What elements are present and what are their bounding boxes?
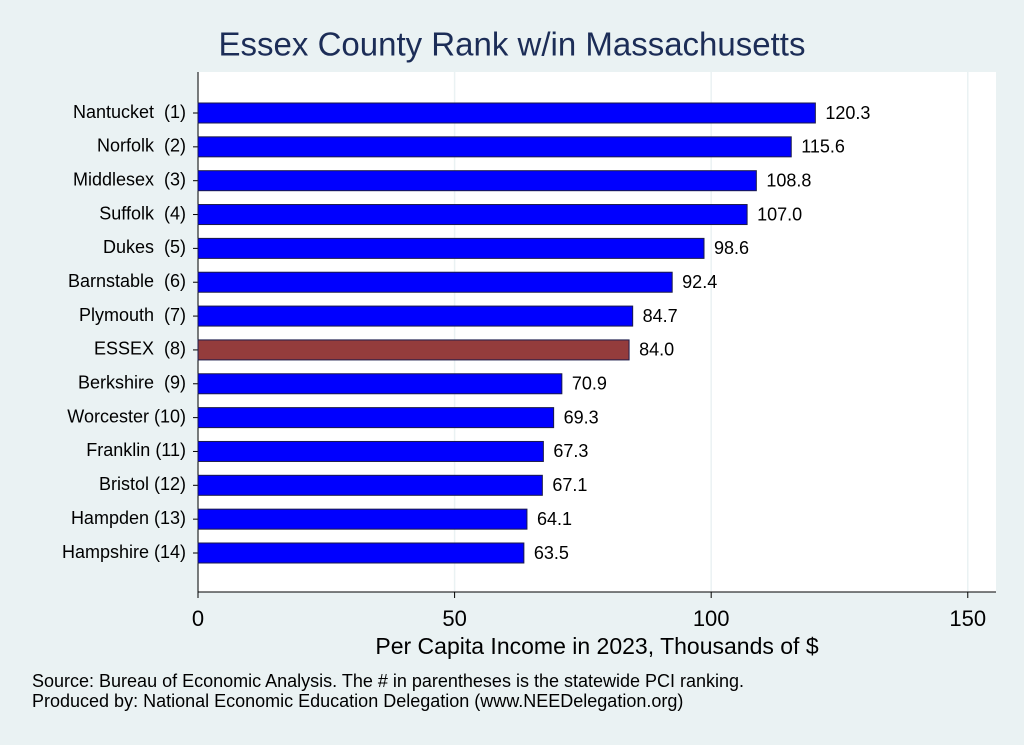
y-tick-label: Bristol (12): [99, 474, 186, 494]
y-tick-label: Dukes (5): [103, 237, 186, 257]
footnote: Produced by: National Economic Education…: [32, 691, 683, 711]
value-label: 84.7: [643, 306, 678, 326]
x-tick-label: 50: [442, 606, 466, 631]
value-label: 67.3: [553, 441, 588, 461]
value-label: 64.1: [537, 509, 572, 529]
y-tick-label: Suffolk (4): [99, 203, 186, 223]
value-label: 98.6: [714, 238, 749, 258]
bar: [197, 170, 757, 192]
value-label: 120.3: [825, 103, 870, 123]
y-tick-label: Norfolk (2): [97, 136, 186, 156]
bar: [197, 305, 634, 327]
value-label: 108.8: [766, 170, 811, 190]
bar: [197, 204, 748, 226]
bar: [197, 440, 544, 462]
x-tick-label: 0: [192, 606, 204, 631]
bar: [197, 271, 673, 293]
x-tick-label: 100: [693, 606, 730, 631]
bar: [197, 339, 630, 361]
value-label: 84.0: [639, 340, 674, 360]
value-label: 70.9: [572, 374, 607, 394]
bar: [197, 237, 705, 259]
y-tick-label: Hampshire (14): [62, 542, 186, 562]
chart-title: Essex County Rank w/in Massachusetts: [219, 26, 806, 63]
value-label: 115.6: [801, 137, 845, 157]
plot-area: [198, 72, 996, 592]
bar: [197, 407, 555, 429]
y-tick-label: Middlesex (3): [73, 169, 186, 189]
value-label: 63.5: [534, 543, 569, 563]
y-tick-label: Berkshire (9): [78, 373, 186, 393]
x-axis-label: Per Capita Income in 2023, Thousands of …: [375, 633, 818, 659]
bar: [197, 542, 525, 564]
y-tick-label: Hampden (13): [71, 508, 186, 528]
bar: [197, 136, 792, 158]
y-tick-label: Franklin (11): [86, 440, 186, 460]
y-tick-label: Barnstable (6): [68, 271, 186, 291]
x-tick-label: 150: [949, 606, 986, 631]
value-label: 92.4: [682, 272, 717, 292]
value-label: 69.3: [564, 407, 599, 427]
y-tick-label: Plymouth (7): [79, 305, 186, 325]
footnote: Source: Bureau of Economic Analysis. The…: [32, 671, 744, 691]
y-tick-label: Worcester (10): [67, 406, 186, 426]
y-tick-label: ESSEX (8): [94, 339, 186, 359]
bar: [197, 102, 816, 124]
value-label: 107.0: [757, 204, 802, 224]
y-tick-label: Nantucket (1): [73, 102, 186, 122]
bar: [197, 373, 563, 395]
bar: [197, 474, 543, 496]
value-label: 67.1: [552, 475, 587, 495]
bar: [197, 508, 528, 530]
